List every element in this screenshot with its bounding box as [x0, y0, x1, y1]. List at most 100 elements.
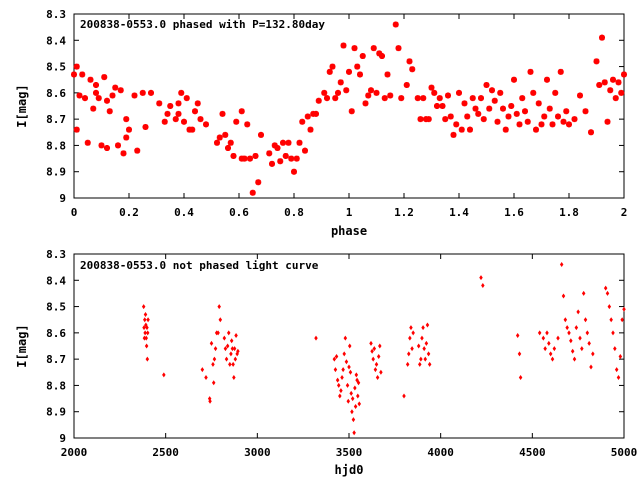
unphased-data-point: [616, 375, 621, 381]
phased-data-point: [346, 68, 352, 75]
unphased-data-point: [314, 335, 318, 341]
unphased-data-point: [622, 306, 626, 312]
phased-data-point: [425, 116, 432, 123]
phased-data-point: [244, 121, 251, 128]
phased-data-point: [216, 134, 223, 141]
phased-data-point: [183, 95, 190, 102]
unphased-data-point: [357, 401, 362, 407]
phased-x-tick-label: 1.6: [504, 206, 524, 219]
phased-data-point: [134, 147, 141, 154]
phased-data-point: [434, 103, 440, 109]
phased-data-point: [104, 97, 110, 104]
unphased-data-point: [348, 369, 353, 375]
unphased-y-tick-label: 9: [59, 432, 66, 445]
unphased-data-point: [142, 325, 146, 331]
unphased-data-point: [580, 346, 584, 352]
phased-data-point: [241, 155, 248, 162]
phased-data-point: [524, 118, 531, 125]
phased-data-point: [599, 34, 605, 41]
phased-data-point: [500, 105, 506, 112]
phased-data-point: [282, 152, 289, 159]
phased-data-point: [489, 87, 495, 94]
phased-data-point: [178, 89, 185, 96]
phased-data-point: [439, 103, 446, 109]
unphased-data-point: [613, 346, 617, 352]
unphased-data-point: [591, 351, 595, 357]
unphased-data-point: [425, 322, 430, 328]
phased-data-point: [266, 150, 273, 157]
unphased-data-point: [342, 351, 346, 357]
unphased-data-point: [341, 367, 345, 373]
phased-data-point: [194, 100, 201, 107]
unphased-data-point: [371, 356, 375, 362]
unphased-data-point: [232, 375, 236, 381]
unphased-data-point: [427, 361, 432, 367]
unphased-data-point: [620, 317, 624, 323]
unphased-x-tick-label: 2500: [152, 446, 179, 459]
unphased-data-point: [559, 262, 564, 268]
unphased-data-point: [145, 330, 150, 336]
unphased-data-point: [563, 317, 568, 323]
unphased-data-point: [515, 332, 520, 338]
phased-y-tick-label: 8.6: [46, 87, 66, 100]
unphased-data-point: [607, 304, 612, 310]
unphased-data-point: [518, 375, 523, 381]
phased-data-point: [469, 95, 476, 102]
phased-data-point: [395, 45, 402, 52]
unphased-data-point: [334, 354, 339, 360]
unphased-data-point: [376, 354, 381, 360]
phased-data-point: [181, 118, 187, 125]
phased-data-point: [321, 89, 328, 96]
unphased-data-point: [517, 351, 522, 357]
phased-data-point: [307, 126, 314, 133]
phased-data-point: [299, 118, 306, 125]
phased-data-point: [486, 105, 493, 112]
unphased-data-point: [333, 367, 338, 373]
phased-data-point: [233, 118, 240, 125]
phased-data-point: [255, 179, 262, 186]
unphased-data-point: [347, 343, 352, 349]
phased-data-point: [557, 68, 564, 75]
phased-data-point: [131, 92, 138, 99]
unphased-y-tick-label: 8.9: [46, 406, 66, 419]
unphased-data-point: [543, 346, 547, 352]
phased-data-point: [546, 105, 553, 112]
unphased-data-point: [587, 340, 591, 346]
unphased-data-point: [216, 330, 220, 336]
unphased-data-point: [200, 367, 205, 373]
phased-data-point: [461, 100, 468, 107]
phased-data-point: [530, 89, 537, 96]
phased-data-point: [296, 139, 303, 146]
phased-data-point: [280, 139, 286, 146]
unphased-data-point: [213, 346, 218, 352]
phased-chart-title: 200838-0553.0 phased with P=132.80day: [80, 18, 325, 31]
phased-data-point: [219, 110, 226, 117]
phased-data-point: [566, 121, 572, 128]
phased-data-point: [392, 21, 399, 28]
phased-data-point: [475, 110, 482, 117]
phased-data-point: [403, 81, 410, 88]
phased-data-point: [313, 110, 319, 117]
unphased-data-point: [144, 335, 148, 341]
unphased-data-point: [225, 343, 230, 349]
unphased-data-point: [145, 356, 150, 362]
unphased-x-axis-label: hjd0: [335, 463, 364, 477]
unphased-data-point: [421, 325, 425, 331]
unphased-data-point: [567, 330, 571, 336]
phased-data-point: [93, 89, 99, 96]
phased-data-point: [315, 97, 322, 104]
phased-data-point: [117, 87, 124, 94]
phased-data-point: [238, 108, 245, 115]
phased-data-point: [172, 116, 179, 123]
phased-data-point: [112, 84, 119, 91]
unphased-data-point: [145, 325, 149, 331]
phased-data-point: [115, 142, 121, 149]
phased-data-point: [458, 126, 465, 133]
phased-data-point: [324, 95, 330, 102]
phased-data-point: [577, 92, 583, 99]
phased-data-point: [222, 131, 229, 138]
phased-data-point: [615, 79, 622, 86]
phased-data-point: [73, 63, 80, 70]
unphased-data-point: [561, 293, 566, 299]
unphased-data-point: [609, 317, 613, 323]
